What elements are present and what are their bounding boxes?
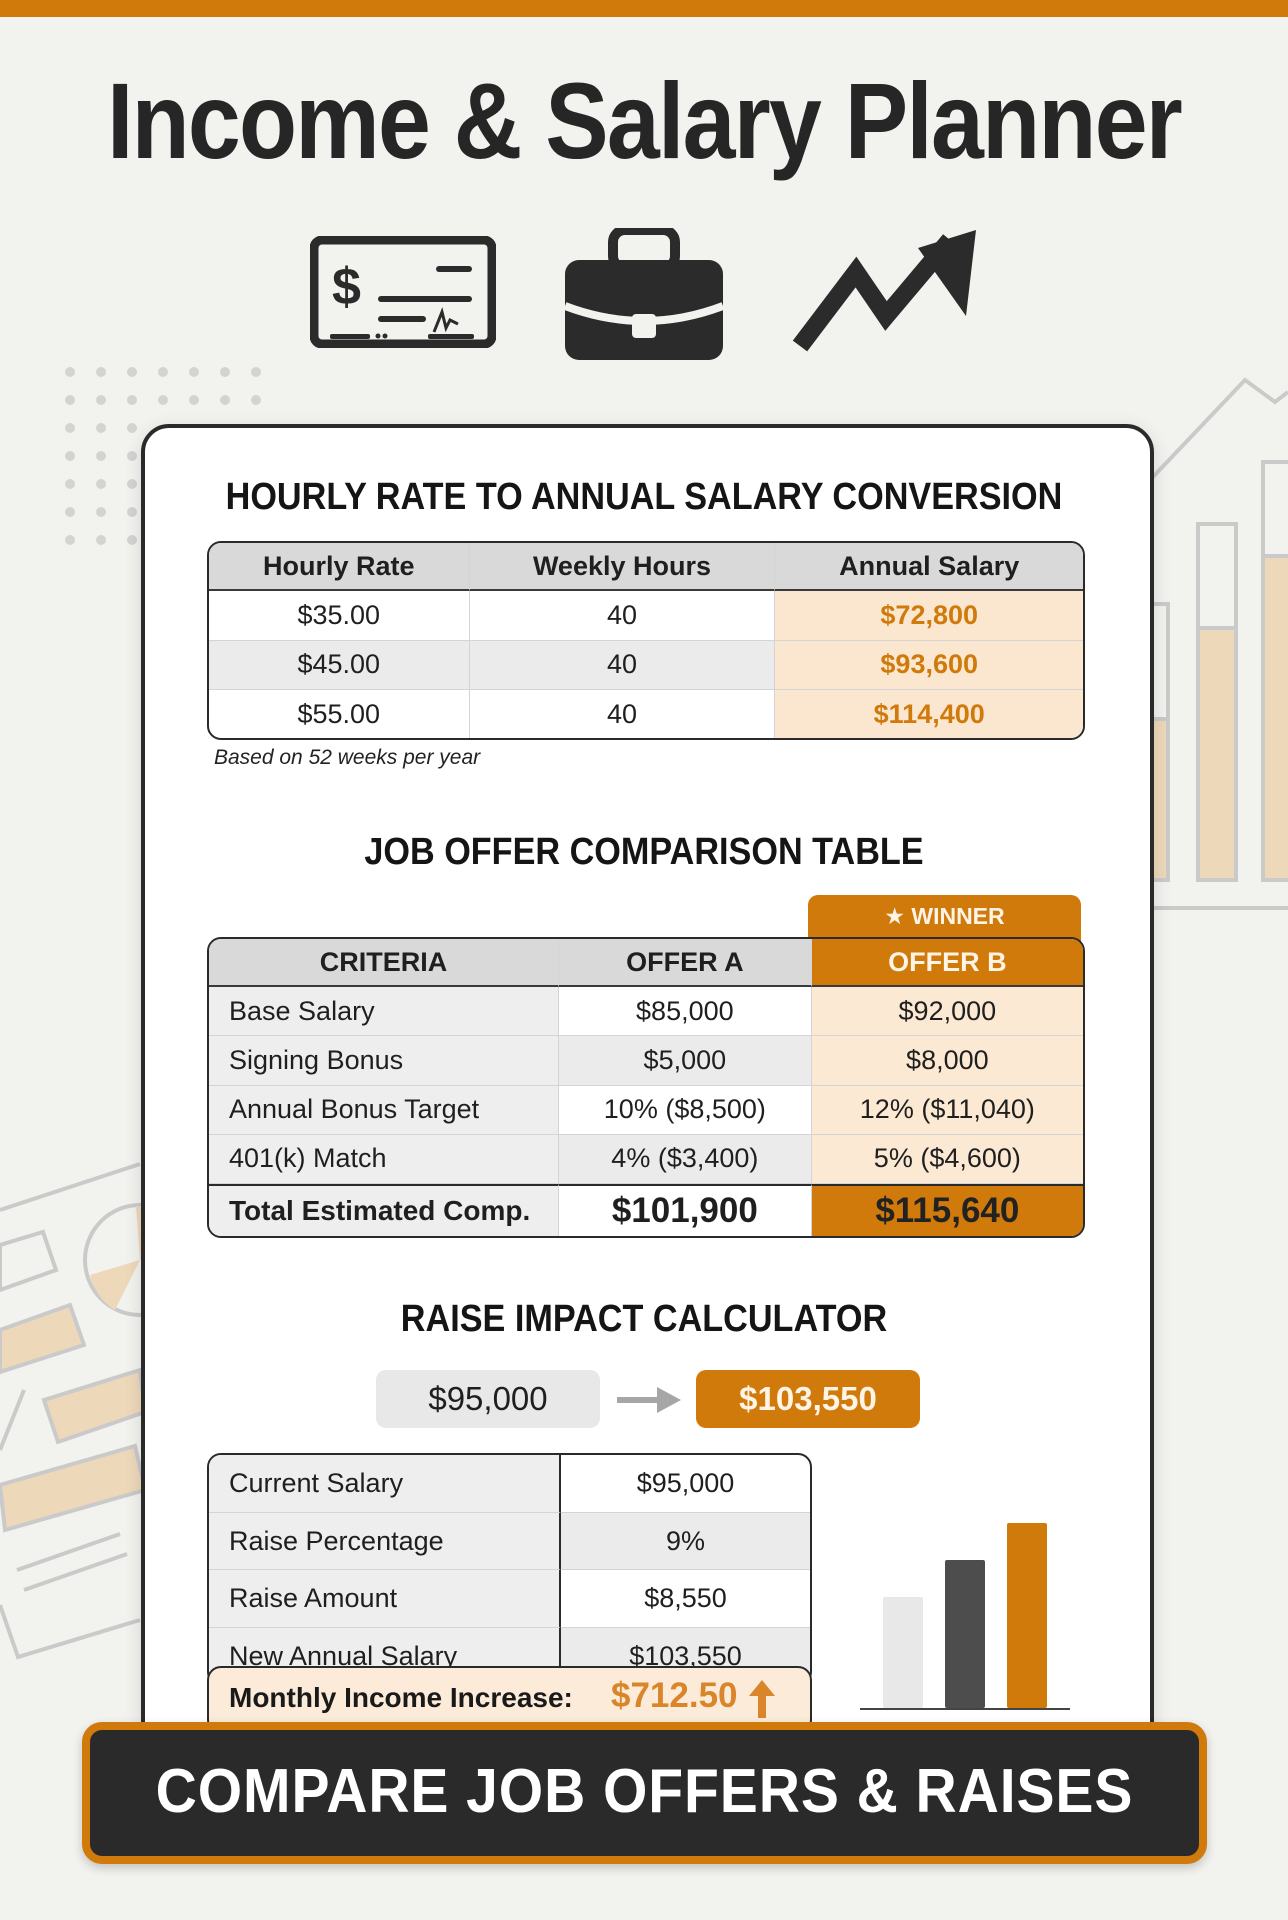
table-row: Raise Percentage 9% bbox=[209, 1512, 810, 1571]
paycheck-icon: $ bbox=[310, 236, 496, 348]
job-offer-comparison-table: CRITERIA OFFER A OFFER B Base Salary $85… bbox=[207, 937, 1085, 1238]
offer-a-cell: $5,000 bbox=[559, 1036, 812, 1086]
table-row: Current Salary $95,000 bbox=[209, 1455, 810, 1513]
raise-value-cell: $95,000 bbox=[561, 1455, 810, 1513]
hourly-conversion-table: Hourly Rate Weekly Hours Annual Salary $… bbox=[207, 541, 1085, 740]
table-header-row: CRITERIA OFFER A OFFER B bbox=[209, 939, 1083, 987]
table-row: 401(k) Match 4% ($3,400) 5% ($4,600) bbox=[209, 1134, 1083, 1184]
arrow-right-icon bbox=[617, 1387, 681, 1413]
column-header-weekly-hours: Weekly Hours bbox=[469, 543, 776, 591]
svg-text:$: $ bbox=[332, 258, 361, 316]
total-row: Total Estimated Comp. $101,900 $115,640 bbox=[209, 1184, 1083, 1236]
offer-a-cell: 10% ($8,500) bbox=[559, 1085, 812, 1135]
compare-banner: COMPARE JOB OFFERS & RAISES bbox=[82, 1722, 1207, 1864]
arrow-up-icon bbox=[749, 1680, 775, 1718]
hourly-rate-cell: $45.00 bbox=[209, 640, 470, 691]
briefcase-icon bbox=[565, 228, 723, 360]
table-row: Signing Bonus $5,000 $8,000 bbox=[209, 1036, 1083, 1086]
top-accent-bar bbox=[0, 0, 1288, 17]
total-offer-b-cell: $115,640 bbox=[811, 1184, 1083, 1236]
column-header-offer-a: OFFER A bbox=[559, 939, 812, 987]
current-salary-pill: $95,000 bbox=[376, 1370, 600, 1428]
job-offer-title: JOB OFFER COMPARISON TABLE bbox=[364, 831, 924, 873]
weekly-hours-cell: 40 bbox=[469, 640, 776, 691]
weeks-per-year-note: Based on 52 weeks per year bbox=[214, 746, 481, 769]
raise-label-cell: Raise Amount bbox=[209, 1570, 561, 1629]
table-header-row: Hourly Rate Weekly Hours Annual Salary bbox=[209, 543, 1083, 591]
hourly-rate-cell: $35.00 bbox=[209, 591, 470, 641]
hourly-rate-cell: $55.00 bbox=[209, 690, 470, 738]
total-criteria-cell: Total Estimated Comp. bbox=[209, 1184, 559, 1236]
offer-a-cell: 4% ($3,400) bbox=[559, 1134, 812, 1184]
bar-dark bbox=[945, 1560, 985, 1708]
offer-b-cell: $92,000 bbox=[811, 987, 1083, 1037]
offer-b-cell: 5% ($4,600) bbox=[811, 1134, 1083, 1184]
raise-calculator-title: RAISE IMPACT CALCULATOR bbox=[400, 1298, 888, 1340]
offer-b-cell: $8,000 bbox=[811, 1036, 1083, 1086]
weekly-hours-cell: 40 bbox=[470, 690, 776, 738]
criteria-cell: Annual Bonus Target bbox=[209, 1085, 559, 1135]
offer-a-cell: $85,000 bbox=[559, 987, 812, 1037]
total-offer-a-cell: $101,900 bbox=[559, 1184, 812, 1236]
raise-value-cell: $8,550 bbox=[561, 1570, 810, 1629]
table-row: Annual Bonus Target 10% ($8,500) 12% ($1… bbox=[209, 1085, 1083, 1135]
table-row: $35.00 40 $72,800 bbox=[209, 591, 1083, 641]
table-row: Raise Amount $8,550 bbox=[209, 1570, 810, 1629]
table-row: $55.00 40 $114,400 bbox=[209, 690, 1083, 738]
annual-salary-cell: $114,400 bbox=[775, 690, 1083, 738]
table-row: Base Salary $85,000 $92,000 bbox=[209, 987, 1083, 1037]
raise-label-cell: Current Salary bbox=[209, 1455, 561, 1513]
winner-label: WINNER bbox=[911, 903, 1005, 929]
new-salary-pill: $103,550 bbox=[696, 1370, 920, 1428]
trend-up-arrow-icon bbox=[792, 230, 976, 352]
monthly-increase-value: $712.50 bbox=[611, 1676, 738, 1715]
column-header-criteria: CRITERIA bbox=[209, 939, 559, 987]
star-icon: ★ bbox=[884, 903, 905, 929]
raise-value-cell: 9% bbox=[561, 1512, 810, 1571]
bar-light bbox=[883, 1597, 923, 1708]
page-title: Income & Salary Planner bbox=[106, 60, 1183, 181]
annual-salary-cell: $93,600 bbox=[775, 640, 1083, 691]
raise-label-cell: Raise Percentage bbox=[209, 1512, 561, 1571]
raise-details-table: Current Salary $95,000 Raise Percentage … bbox=[207, 1453, 812, 1686]
bar-orange bbox=[1007, 1523, 1047, 1708]
criteria-cell: Base Salary bbox=[209, 987, 559, 1037]
table-row: $45.00 40 $93,600 bbox=[209, 640, 1083, 691]
offer-b-cell: 12% ($11,040) bbox=[811, 1085, 1083, 1135]
chart-baseline bbox=[860, 1708, 1070, 1710]
criteria-cell: Signing Bonus bbox=[209, 1036, 559, 1086]
banner-text: COMPARE JOB OFFERS & RAISES bbox=[155, 1757, 1134, 1826]
column-header-hourly-rate: Hourly Rate bbox=[209, 543, 470, 591]
column-header-offer-b: OFFER B bbox=[811, 939, 1083, 987]
criteria-cell: 401(k) Match bbox=[209, 1134, 559, 1184]
annual-salary-cell: $72,800 bbox=[775, 591, 1083, 641]
column-header-annual-salary: Annual Salary bbox=[775, 543, 1083, 591]
weekly-hours-cell: 40 bbox=[469, 591, 776, 641]
hourly-conversion-title: HOURLY RATE TO ANNUAL SALARY CONVERSION bbox=[225, 476, 1063, 518]
monthly-increase-label: Monthly Income Increase: bbox=[229, 1682, 573, 1713]
